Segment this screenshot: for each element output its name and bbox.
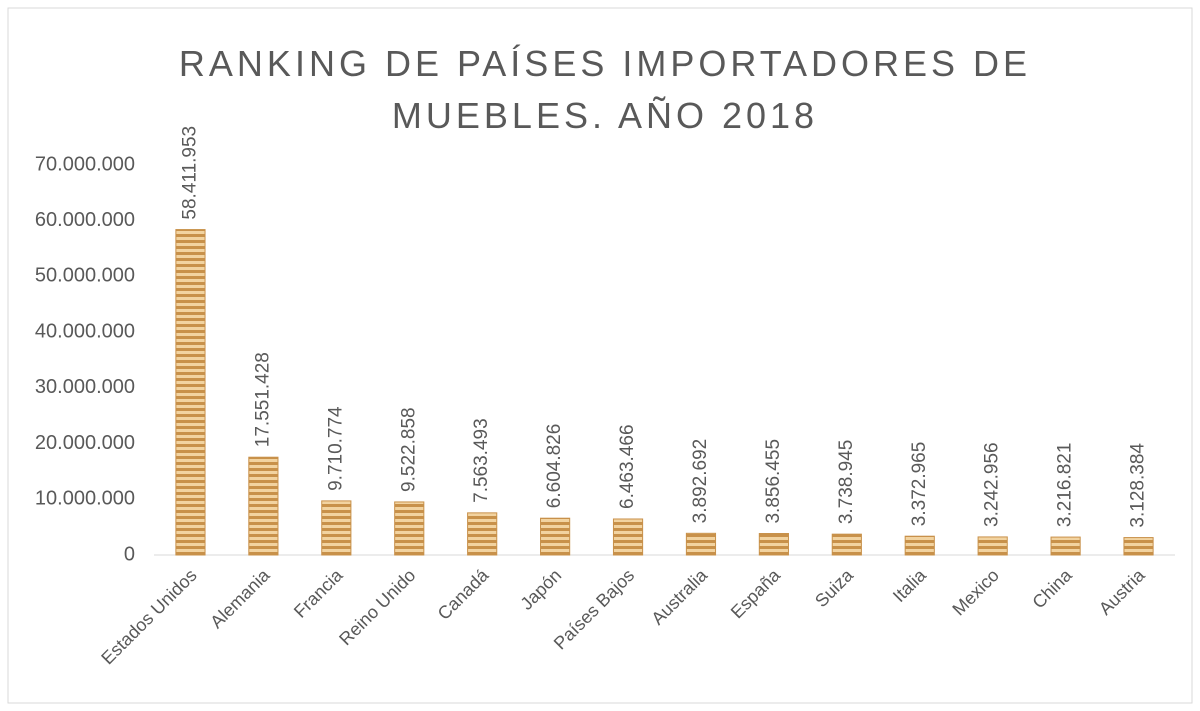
chart-title: RANKING DE PAÍSES IMPORTADORES DE MUEBLE… [178,43,1032,136]
bar [540,517,571,556]
value-label: 3.738.945 [836,440,857,525]
value-label: 9.522.858 [398,407,419,492]
bar [175,229,206,556]
value-label: 7.563.493 [471,418,492,503]
bar [467,512,498,556]
value-label: 58.411.953 [179,126,200,220]
bar [758,533,789,556]
value-label: 3.372.965 [909,442,930,527]
bar [321,500,352,556]
value-label: 3.216.821 [1055,443,1076,528]
y-tick-label: 10.000.000 [35,488,135,510]
bar [904,535,935,556]
value-label: 17.551.428 [252,352,273,447]
y-tick-label: 40.000.000 [35,320,135,342]
bar [1123,537,1154,556]
y-tick-label: 0 [124,543,135,565]
value-label: 6.463.466 [617,424,638,509]
value-label: 3.128.384 [1128,443,1149,528]
y-tick-label: 50.000.000 [35,265,135,287]
y-tick-label: 60.000.000 [35,209,135,231]
value-label: 6.604.826 [544,424,565,509]
y-tick-label: 20.000.000 [35,432,135,454]
value-label: 3.242.956 [982,442,1003,527]
bar [394,501,425,556]
bar [685,532,717,556]
bar [831,533,862,556]
y-tick-label: 70.000.000 [35,153,135,175]
bar [977,536,1008,556]
value-label: 9.710.774 [325,406,346,491]
value-label: 3.892.692 [690,439,711,524]
value-label: 3.856.455 [763,439,784,524]
bar [1050,536,1081,556]
bar [612,518,644,556]
bar [248,456,279,556]
y-tick-label: 30.000.000 [35,376,135,398]
